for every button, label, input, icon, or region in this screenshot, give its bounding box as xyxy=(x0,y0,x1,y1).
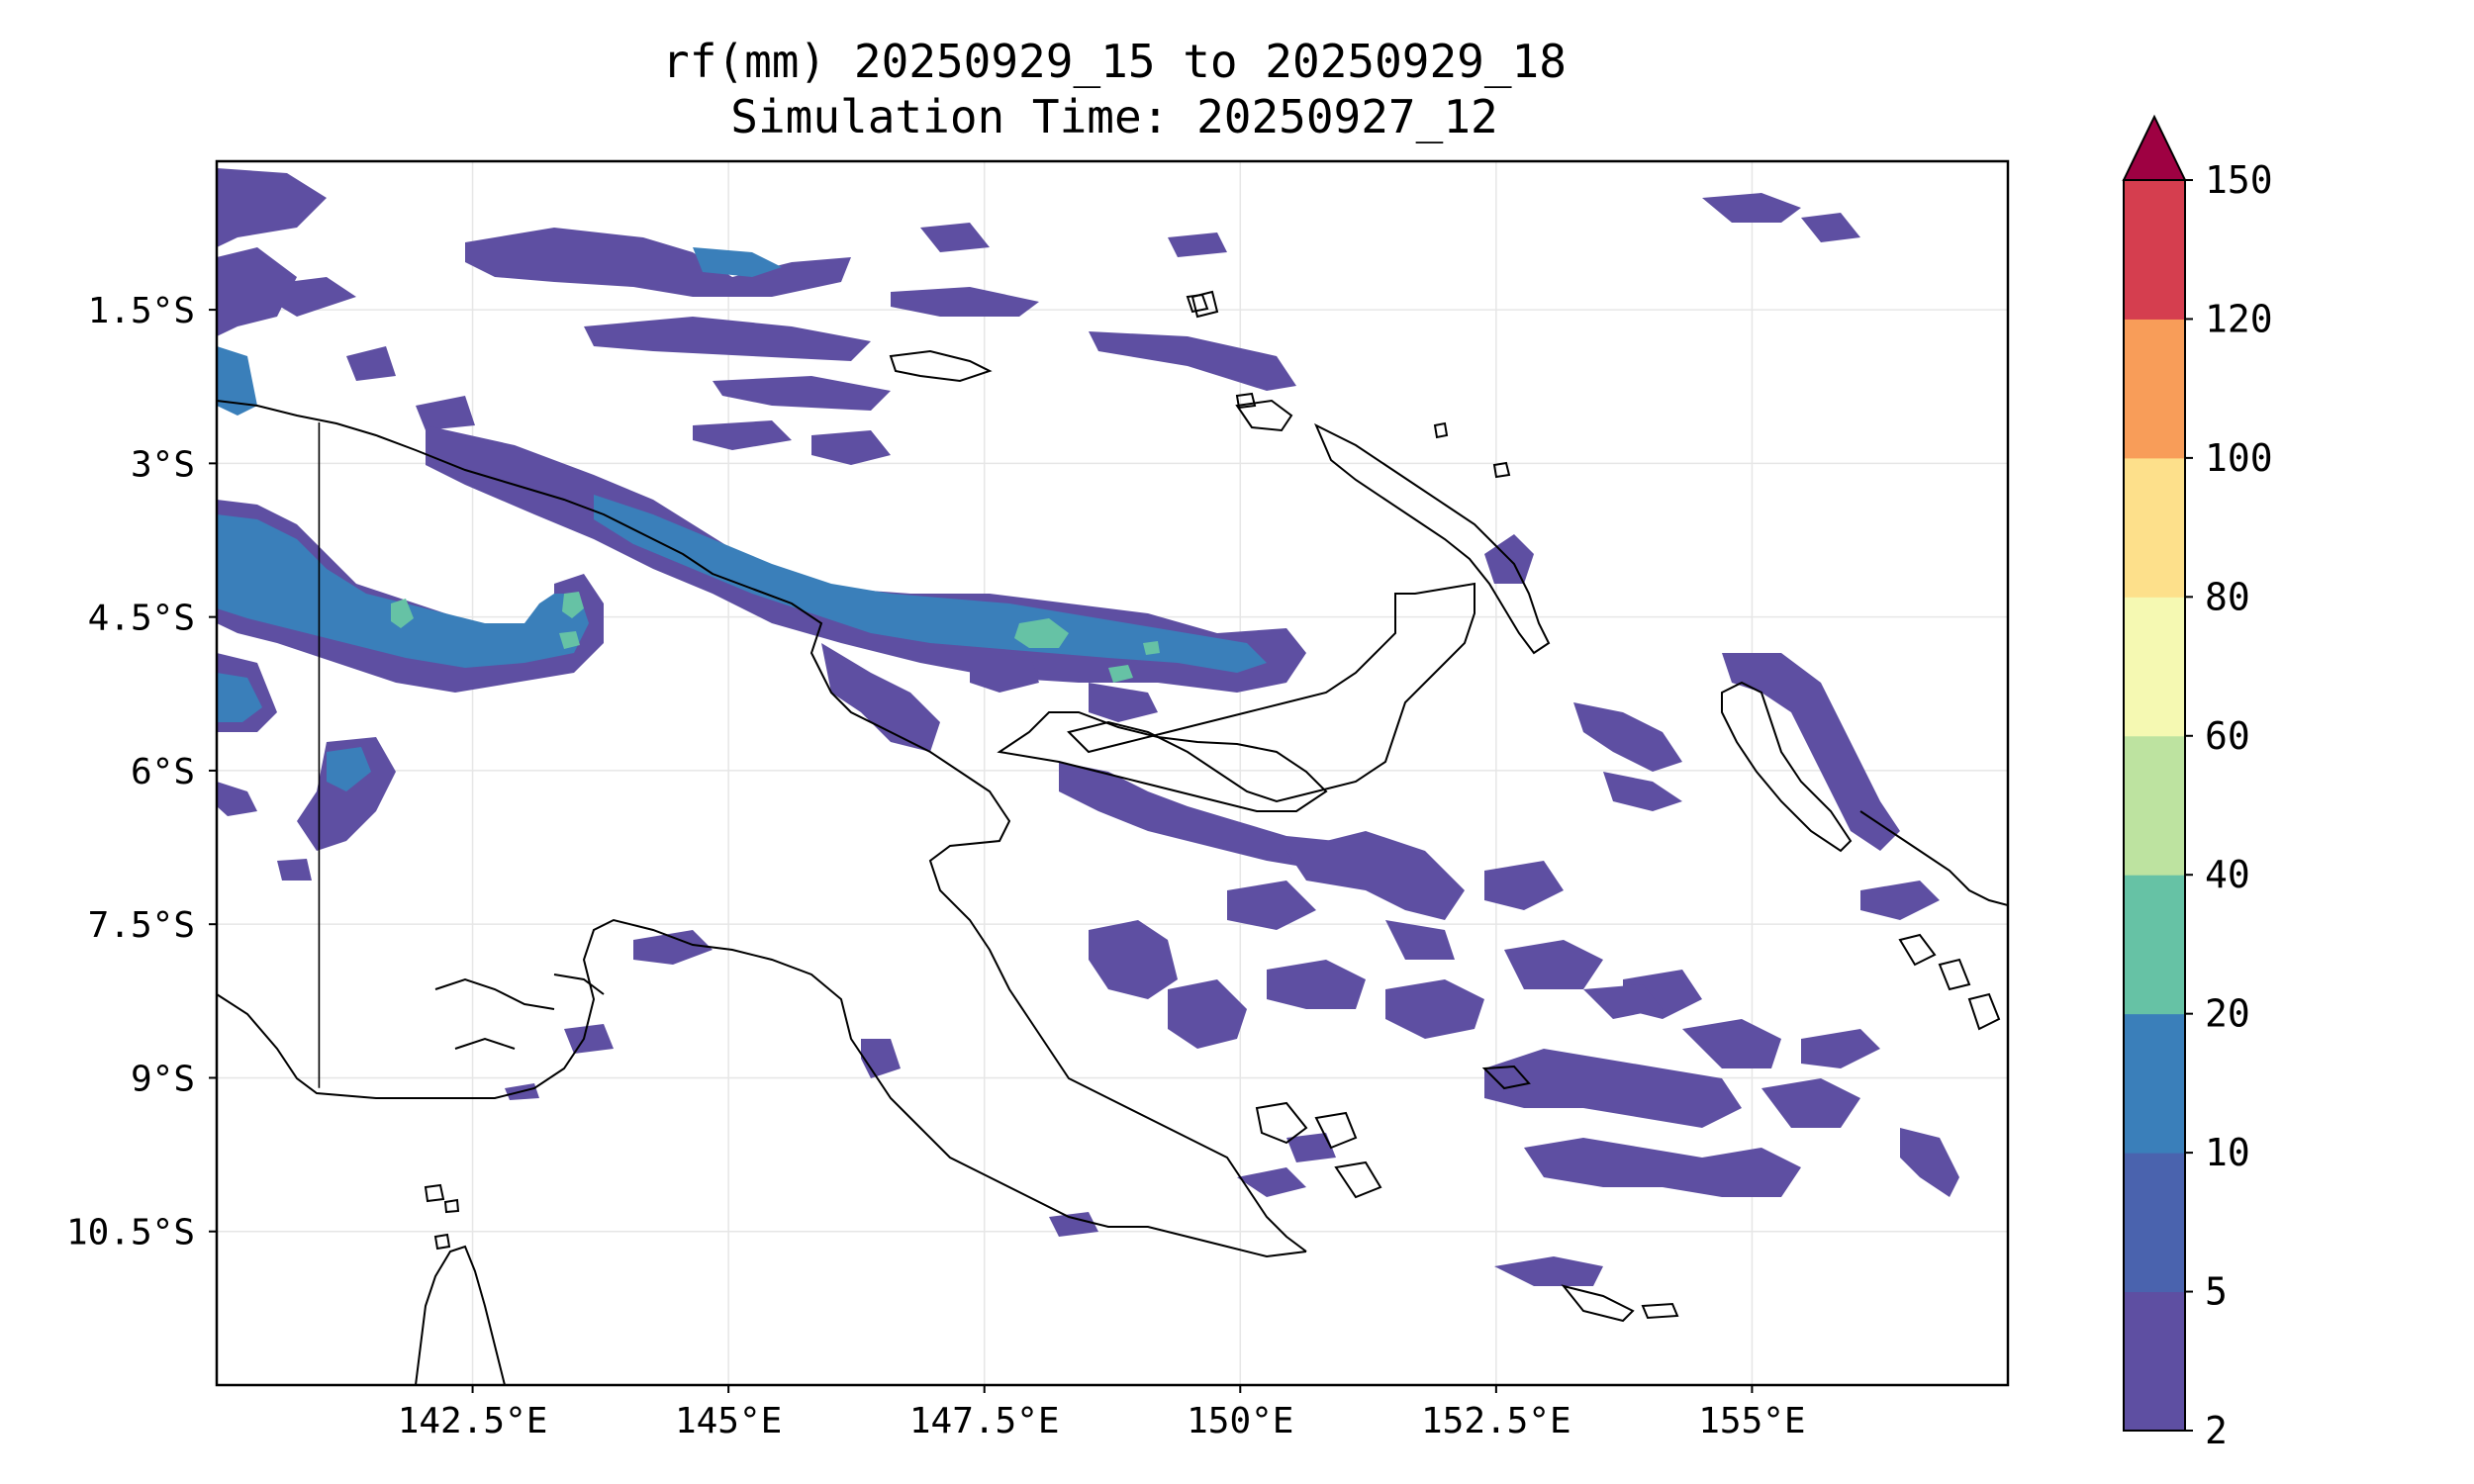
map-title-line1: rf(mm) 20250929_15 to 20250929_18 xyxy=(662,35,1567,88)
y-axis-ticks: 1.5°S 3°S 4.5°S 6°S 7.5°S 9°S 10.5°S xyxy=(66,291,217,1253)
coastline-louisiade xyxy=(1561,1284,1679,1323)
map-title-line2: Simulation Time: 20250927_12 xyxy=(730,90,1497,143)
rain-peak-central xyxy=(1014,618,1160,683)
x-tick-label-4: 152.5°E xyxy=(1421,1401,1571,1441)
colorbar-segment-120 xyxy=(2124,180,2185,320)
colorbar-label-5: 5 xyxy=(2205,1270,2228,1314)
coastline-huon-peninsula xyxy=(997,711,1328,812)
y-tick-label-0: 1.5°S xyxy=(88,291,195,331)
rain-core-west-1 xyxy=(217,514,589,668)
coastline-fly-delta xyxy=(434,974,605,1050)
x-axis-ticks: 142.5°E 145°E 147.5°E 150°E 152.5°E 155°E xyxy=(398,1385,1806,1441)
rain-patch-north-sea-3 xyxy=(891,287,1296,391)
x-tick-label-0: 142.5°E xyxy=(398,1401,548,1441)
y-tick-label-5: 9°S xyxy=(131,1059,195,1099)
coastline-australia-cape-york xyxy=(415,1245,506,1385)
rain-patch-north-sea-1 xyxy=(465,228,851,297)
rain-patch-north-sea-2 xyxy=(584,317,891,411)
rain-patch-huon-gulf xyxy=(1059,762,1366,871)
coastline-new-britain xyxy=(1067,582,1475,803)
colorbar: 2 5 10 20 40 60 80 100 120 150 xyxy=(2122,114,2273,1452)
x-tick-label-3: 150°E xyxy=(1187,1401,1293,1441)
rain-patch-solomon-sea-2 xyxy=(1089,920,1366,1049)
colorbar-label-150: 150 xyxy=(2205,158,2273,202)
rain-patch-south-east-1 xyxy=(1484,1049,1742,1128)
colorbar-segment-10 xyxy=(2124,1013,2185,1154)
rain-core-west-2 xyxy=(217,673,371,791)
colorbar-frame xyxy=(2123,179,2186,1432)
y-tick-label-1: 3°S xyxy=(131,444,195,485)
colorbar-label-10: 10 xyxy=(2205,1131,2250,1174)
colorbar-label-20: 20 xyxy=(2205,992,2250,1036)
rain-core-north-strip xyxy=(217,247,782,416)
y-tick-label-2: 4.5°S xyxy=(88,599,195,639)
colorbar-segment-2 xyxy=(2124,1291,2185,1432)
rain-patch-highlands xyxy=(821,643,1158,752)
rain-patch-south-east-3 xyxy=(1583,984,1880,1068)
colorbar-label-40: 40 xyxy=(2205,853,2250,896)
colorbar-segment-20 xyxy=(2124,875,2185,1015)
map-panel xyxy=(215,159,2010,1387)
rain-core-sepik xyxy=(594,495,1267,673)
colorbar-segment-40 xyxy=(2124,735,2185,876)
rain-patch-new-ireland-sea xyxy=(1484,534,1682,811)
colorbar-label-120: 120 xyxy=(2205,297,2273,340)
coastline-bougainville xyxy=(1721,681,1853,853)
rainfall-band-5-10mm xyxy=(217,247,1267,791)
x-tick-label-1: 145°E xyxy=(675,1401,782,1441)
y-tick-label-6: 10.5°S xyxy=(66,1213,195,1253)
coastline-north-islands xyxy=(1186,293,1511,479)
coastlines xyxy=(217,290,2008,1385)
rain-peak-west xyxy=(391,592,584,649)
colorbar-segment-80 xyxy=(2124,457,2185,598)
colorbar-segment-5 xyxy=(2124,1153,2185,1293)
coastline-new-hanover xyxy=(1235,399,1293,432)
colorbar-segment-60 xyxy=(2124,597,2185,737)
coastline-new-ireland xyxy=(1314,422,1551,655)
y-tick-label-3: 6°S xyxy=(131,752,195,792)
colorbar-label-60: 60 xyxy=(2205,714,2250,758)
x-tick-label-2: 147.5°E xyxy=(909,1401,1060,1441)
colorbar-label-2: 2 xyxy=(2205,1409,2228,1452)
coastline-solomons-east xyxy=(1859,810,2008,1031)
rain-patch-south-east-2 xyxy=(1524,1078,1860,1197)
x-tick-label-5: 155°E xyxy=(1698,1401,1805,1441)
colorbar-label-100: 100 xyxy=(2205,436,2273,480)
colorbar-label-80: 80 xyxy=(2205,575,2250,618)
coastline-trobriand xyxy=(1481,1065,1531,1090)
rain-patch-solomon-sea xyxy=(1227,831,1564,960)
rainfall-contours xyxy=(217,168,1959,1286)
coastline-torres-islands xyxy=(424,1183,460,1251)
rain-patch-north-coast-west xyxy=(217,168,356,336)
colorbar-extend-arrow xyxy=(2122,114,2187,181)
rain-patch-south-sea xyxy=(1049,1133,1603,1286)
coastline-new-guinea-south xyxy=(217,918,1307,1258)
rain-patch-bougainville xyxy=(1722,653,1900,851)
coastline-new-guinea-north xyxy=(217,400,1307,1252)
coastline-dentrecasteaux xyxy=(1255,1101,1382,1199)
rainfall-band-10-20mm xyxy=(391,592,1160,683)
rain-patch-solomon-sea-3 xyxy=(1385,940,1702,1039)
colorbar-segment-100 xyxy=(2124,319,2185,459)
y-tick-label-4: 7.5°S xyxy=(88,905,195,946)
map-frame xyxy=(215,159,2010,1387)
